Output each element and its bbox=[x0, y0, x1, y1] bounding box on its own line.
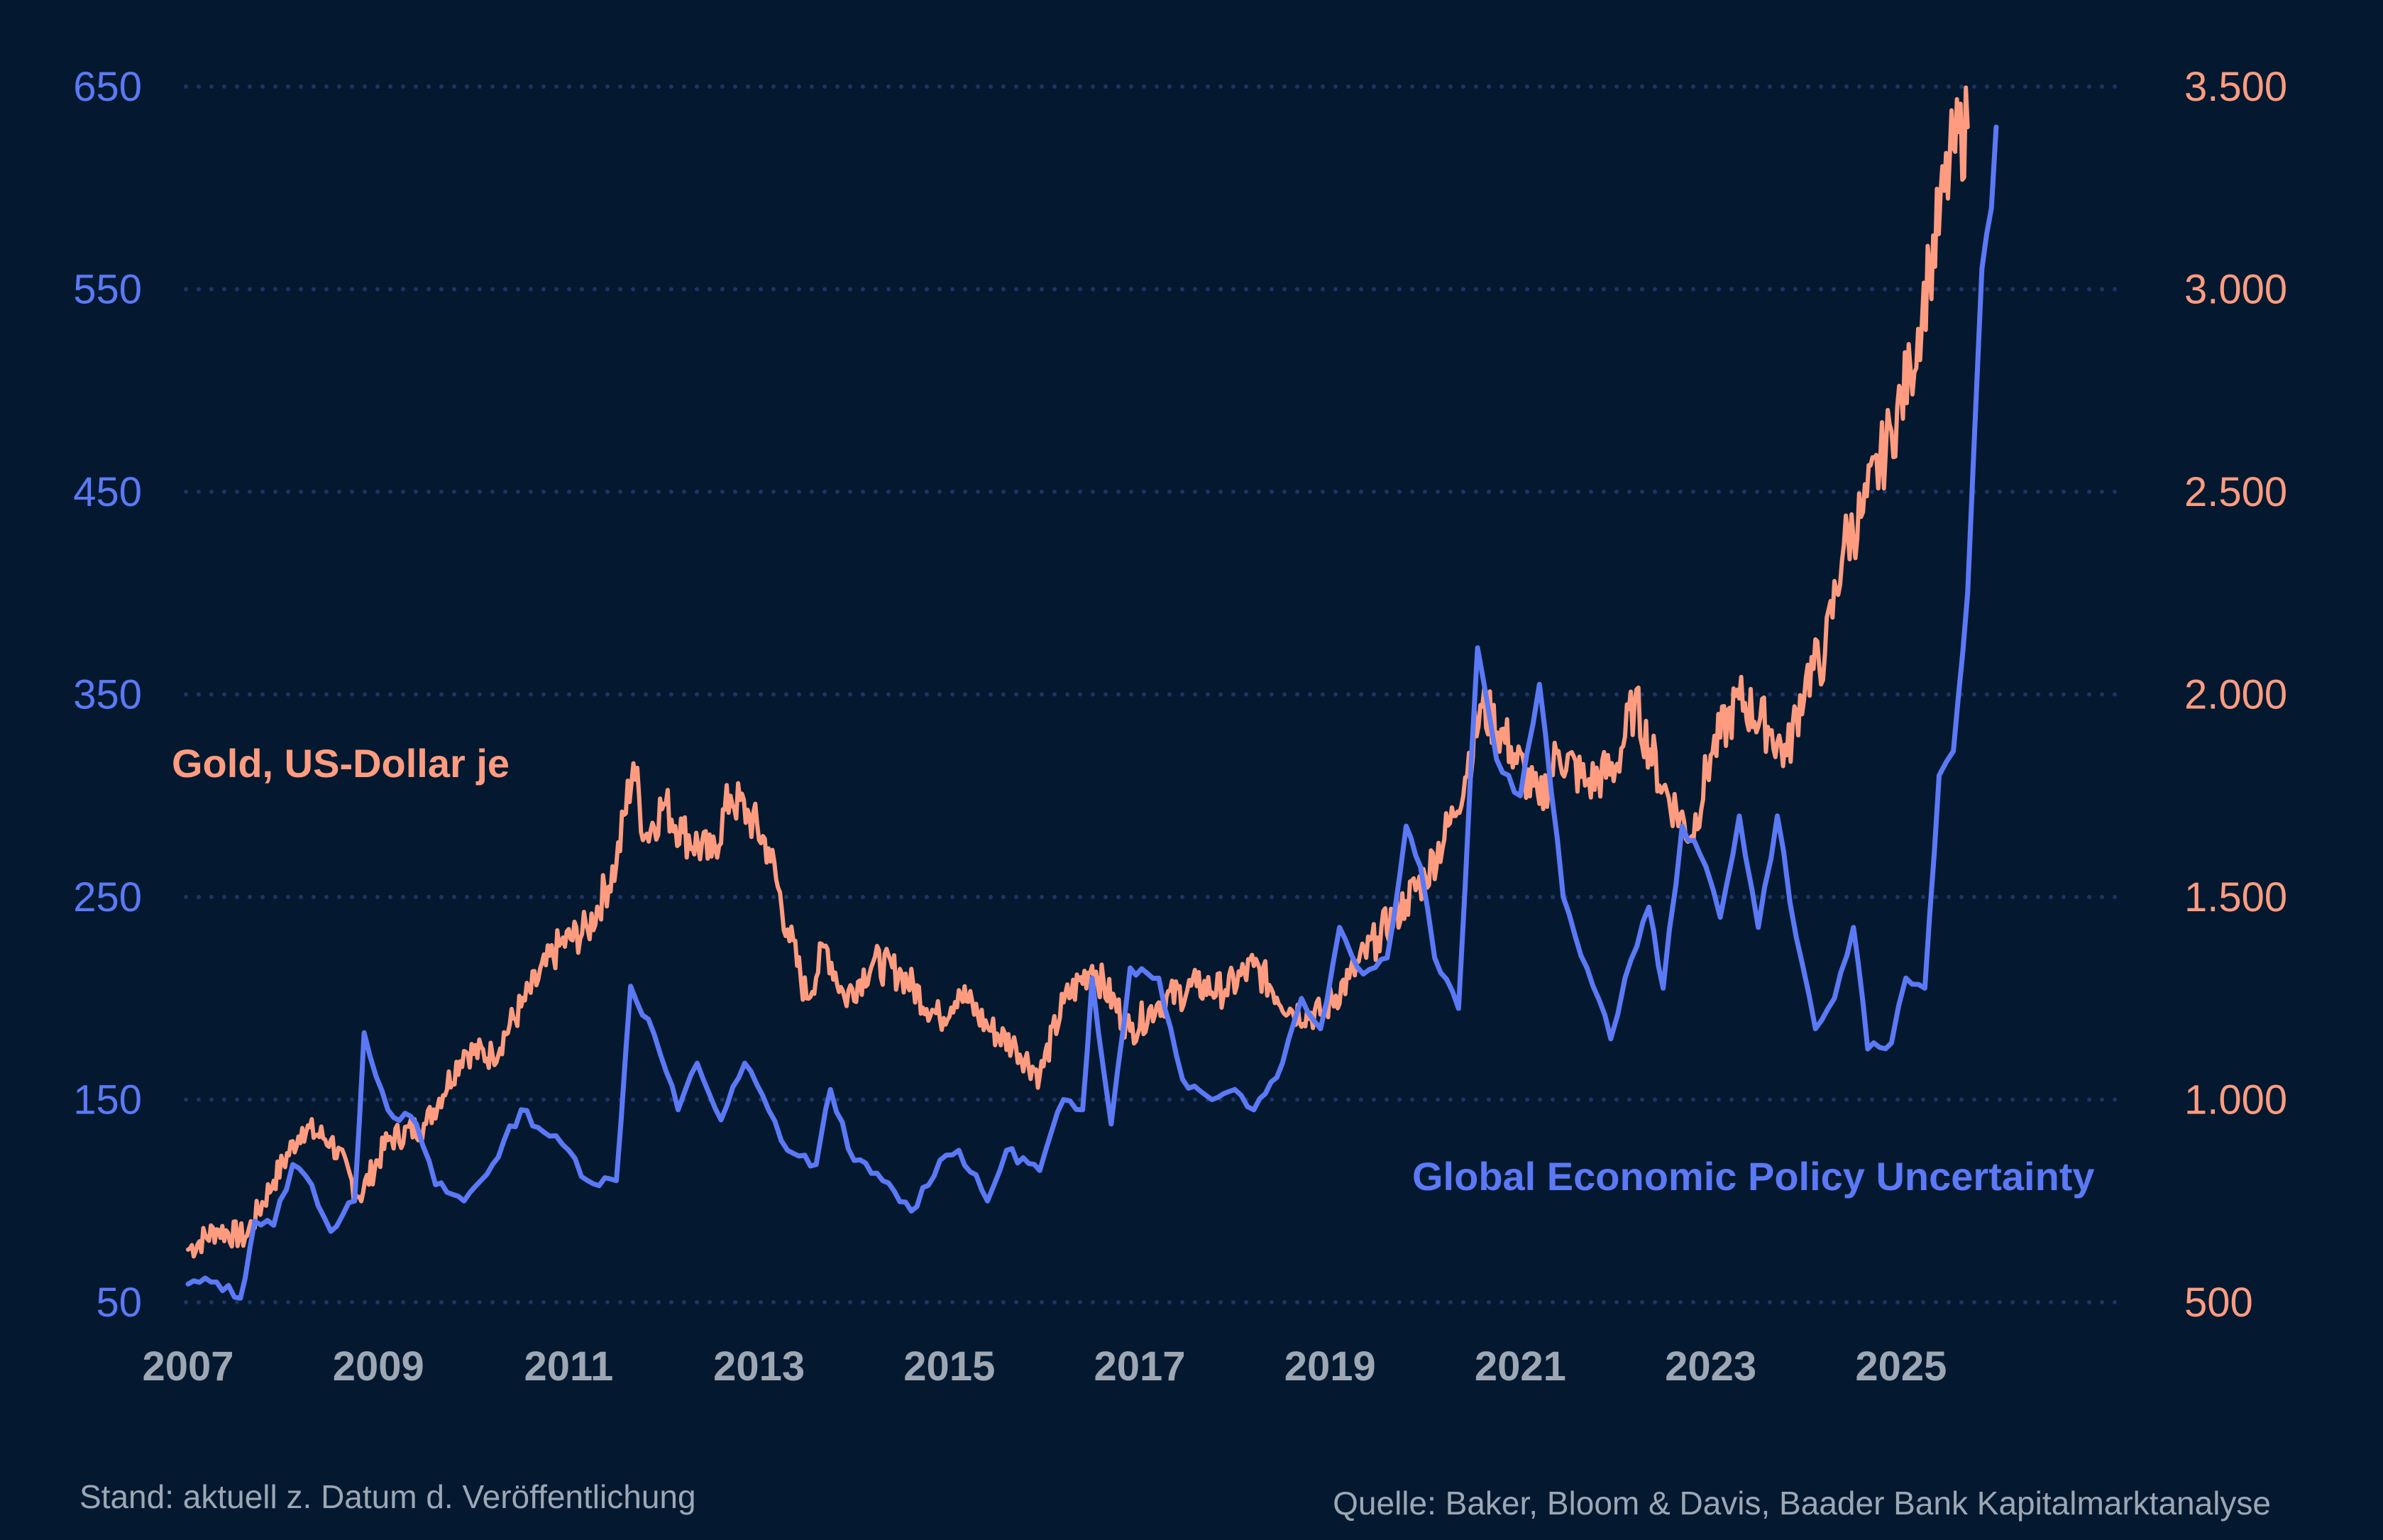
x-axis-tick-label: 2009 bbox=[333, 1343, 424, 1390]
left-axis-tick-label: 550 bbox=[73, 267, 142, 313]
left-axis-tick-label: 50 bbox=[96, 1280, 142, 1326]
right-axis-ticks: 3.500 3.000 2.500 2.000 1.500 1.000 500 bbox=[2184, 64, 2287, 1326]
gridlines bbox=[184, 84, 2128, 1304]
left-axis-ticks: 650 550 450 350 250 150 50 bbox=[73, 64, 142, 1326]
right-axis-tick-label: 500 bbox=[2184, 1280, 2253, 1326]
left-axis-tick-label: 650 bbox=[73, 64, 142, 110]
x-axis-tick-label: 2017 bbox=[1094, 1343, 1186, 1390]
x-axis-tick-label: 2019 bbox=[1284, 1343, 1376, 1390]
x-axis-ticks: 2007 2009 2011 2013 2015 2017 2019 2021 2023 2025 bbox=[142, 1343, 1947, 1390]
left-axis-tick-label: 350 bbox=[73, 672, 142, 718]
left-axis-tick-label: 150 bbox=[73, 1077, 142, 1123]
right-axis-tick-label: 3.500 bbox=[2184, 64, 2287, 110]
right-axis-tick-label: 2.000 bbox=[2184, 672, 2287, 718]
x-axis-tick-label: 2011 bbox=[524, 1343, 613, 1390]
epu-series-label: Global Economic Policy Uncertainty bbox=[1412, 1154, 2095, 1199]
footer-status: Stand: aktuell z. Datum d. Veröffentlich… bbox=[79, 1478, 696, 1515]
gold-series-label: Gold, US-Dollar je bbox=[172, 741, 510, 786]
right-axis-tick-label: 1.500 bbox=[2184, 874, 2287, 920]
x-axis-tick-label: 2025 bbox=[1855, 1343, 1947, 1390]
left-axis-tick-label: 450 bbox=[73, 469, 142, 515]
x-axis-tick-label: 2007 bbox=[142, 1343, 233, 1390]
series-lines bbox=[185, 85, 1999, 1301]
right-axis-tick-label: 1.000 bbox=[2184, 1077, 2287, 1123]
x-axis-tick-label: 2013 bbox=[713, 1343, 805, 1390]
policy-uncertainty-line bbox=[185, 124, 1999, 1301]
x-axis-tick-label: 2021 bbox=[1475, 1343, 1566, 1390]
footer-source: Quelle: Baker, Bloom & Davis, Baader Ban… bbox=[1333, 1485, 2271, 1522]
right-axis-tick-label: 3.000 bbox=[2184, 267, 2287, 313]
x-axis-tick-label: 2023 bbox=[1665, 1343, 1756, 1390]
gold-price-line bbox=[186, 85, 1970, 1259]
left-axis-tick-label: 250 bbox=[73, 874, 142, 920]
right-axis-tick-label: 2.500 bbox=[2184, 469, 2287, 515]
x-axis-tick-label: 2015 bbox=[903, 1343, 995, 1390]
